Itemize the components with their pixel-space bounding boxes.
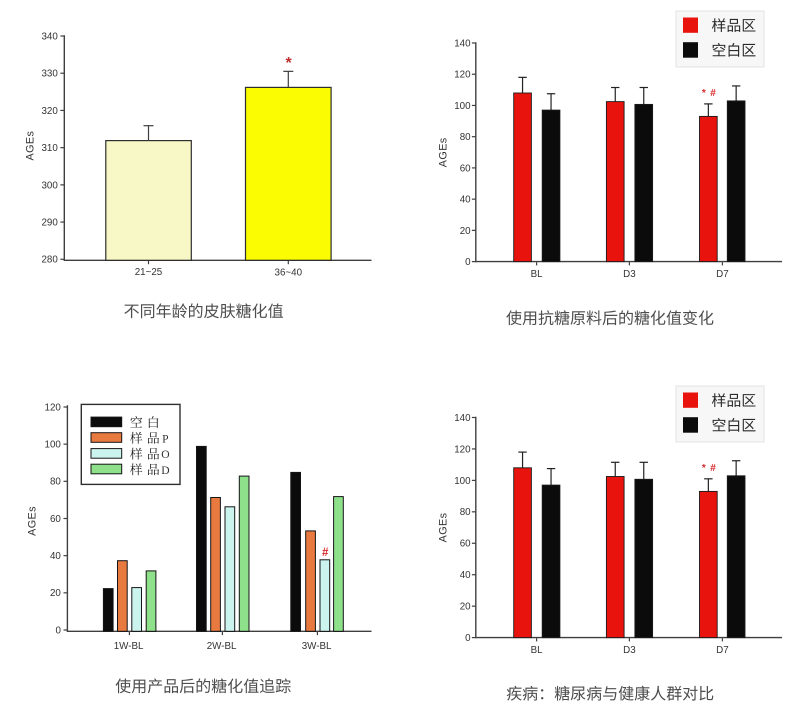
svg-text:AGEs: AGEs <box>27 506 39 536</box>
svg-text:100: 100 <box>454 476 471 487</box>
svg-text:100: 100 <box>45 440 62 451</box>
svg-text:AGEs: AGEs <box>437 137 449 167</box>
svg-text:1W-BL: 1W-BL <box>114 641 144 652</box>
svg-text:*: * <box>702 463 706 474</box>
svg-text:60: 60 <box>50 514 61 525</box>
svg-text:AGEs: AGEs <box>437 512 449 542</box>
svg-text:3W-BL: 3W-BL <box>302 641 332 652</box>
svg-text:0: 0 <box>55 625 61 636</box>
svg-text:340: 340 <box>41 31 58 42</box>
svg-text:290: 290 <box>41 217 58 228</box>
svg-text:120: 120 <box>454 70 471 81</box>
svg-text:300: 300 <box>41 180 58 191</box>
svg-text:120: 120 <box>454 444 471 455</box>
svg-text:#: # <box>710 88 716 99</box>
svg-text:D: D <box>161 464 169 477</box>
svg-text:60: 60 <box>460 163 471 174</box>
svg-text:60: 60 <box>460 539 471 550</box>
svg-text:100: 100 <box>454 101 471 112</box>
svg-text:310: 310 <box>41 143 58 154</box>
svg-text:D7: D7 <box>716 645 729 656</box>
svg-text:40: 40 <box>50 551 61 562</box>
svg-text:280: 280 <box>41 255 58 266</box>
svg-text:*: * <box>702 88 706 99</box>
svg-text:BL: BL <box>531 269 544 280</box>
svg-text:#: # <box>322 547 329 559</box>
svg-text:330: 330 <box>41 69 58 80</box>
svg-text:AGEs: AGEs <box>24 131 36 161</box>
svg-text:0: 0 <box>465 257 471 268</box>
svg-text:80: 80 <box>460 507 471 518</box>
svg-text:0: 0 <box>465 633 471 644</box>
svg-text:D3: D3 <box>623 269 636 280</box>
svg-text:#: # <box>710 463 716 474</box>
svg-text:40: 40 <box>460 570 471 581</box>
svg-text:140: 140 <box>454 38 471 49</box>
svg-text:D7: D7 <box>716 269 729 280</box>
svg-text:O: O <box>161 448 169 461</box>
svg-text:80: 80 <box>460 132 471 143</box>
svg-text:BL: BL <box>531 645 544 656</box>
svg-text:2W-BL: 2W-BL <box>207 641 237 652</box>
svg-text:20: 20 <box>460 602 471 613</box>
svg-text:20: 20 <box>50 588 61 599</box>
svg-text:40: 40 <box>460 195 471 206</box>
svg-text:*: * <box>285 55 292 72</box>
svg-text:120: 120 <box>45 402 62 413</box>
svg-text:80: 80 <box>50 477 61 488</box>
svg-text:320: 320 <box>41 106 58 117</box>
svg-text:D3: D3 <box>623 645 636 656</box>
svg-text:140: 140 <box>454 413 471 424</box>
svg-text:P: P <box>162 432 168 445</box>
svg-text:20: 20 <box>460 226 471 237</box>
svg-text:21~25: 21~25 <box>135 267 163 278</box>
svg-text:36~40: 36~40 <box>275 268 303 279</box>
